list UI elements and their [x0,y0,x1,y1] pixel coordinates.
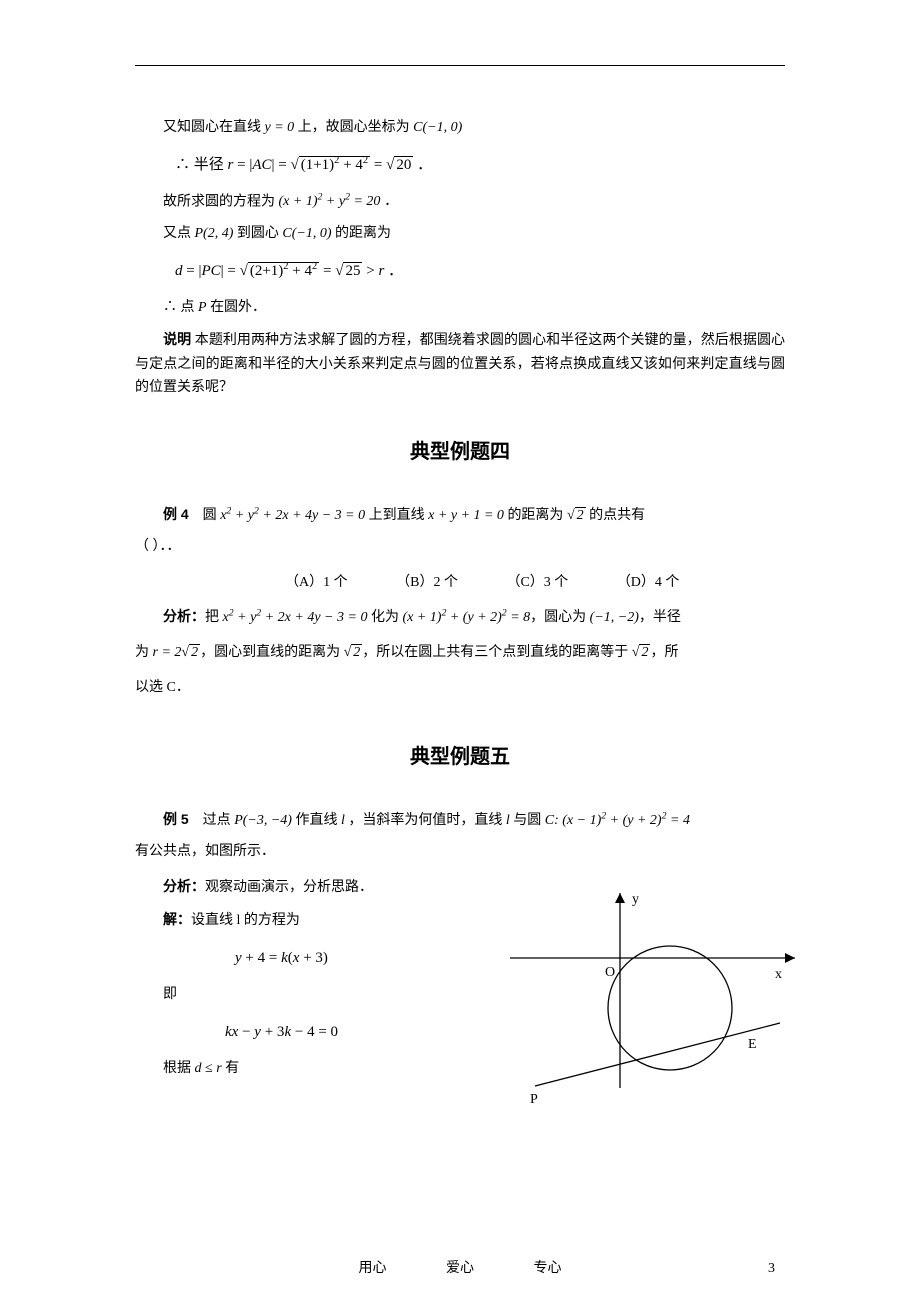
point-e-label: E [748,1037,757,1052]
s4-analysis: 分析：把 x2 + y2 + 2x + 4y − 3 = 0 化为 (x + 1… [135,599,785,705]
s3-conclusion: ∴ 点 P 在圆外． [135,296,785,320]
s3-explanation: 说明 本题利用两种方法求解了圆的方程，都围绕着求圆的圆心和半径这两个关键的量，然… [135,328,785,400]
s3-radius-formula: ∴ 半径 r = |AC| = (1+1)2 + 42 = 20 ． [175,150,785,180]
footer: 用心 爱心 专心 [0,1257,920,1277]
s3-line1: 又知圆心在直线 y = 0 上，故圆心坐标为 C(−1, 0) [135,116,785,140]
page-number: 3 [768,1261,775,1277]
options-row: （A）1 个 （B）2 个 （C）3 个 （D）4 个 [285,571,785,591]
diagram-circle-line: O y x P E [480,888,810,1113]
s5-eqmid: 即 [135,983,460,1007]
analysis5-label: 分析： [163,878,205,894]
s5-solve: 解：设直线 l 的方程为 [135,908,460,933]
option-d: （D）4 个 [617,571,680,591]
analysis4-label: 分析： [163,608,205,624]
s4-question: 例 4 圆 x2 + y2 + 2x + 4y − 3 = 0 上到直线 x +… [135,499,785,563]
heading-example5: 典型例题五 [135,740,785,769]
option-b: （B）2 个 [396,571,458,591]
s3-circle-eq: 故所求圆的方程为 (x + 1)2 + y2 = 20 ． [135,190,785,214]
point-p-label: P [530,1092,538,1107]
s3-point-distance: 又点 P(2, 4) 到圆心 C(−1, 0) 的距离为 [135,222,785,246]
footer-b: 爱心 [446,1257,474,1277]
s5-eq1: y + 4 = k(x + 3) [235,943,460,973]
heading-example4: 典型例题四 [135,435,785,464]
explain-label: 说明 [163,331,191,347]
origin-label: O [605,965,615,980]
option-a: （A）1 个 [285,571,348,591]
x-axis-label: x [775,967,782,982]
s5-eq2: kx − y + 3k − 4 = 0 [225,1017,460,1047]
solve-label: 解： [163,911,191,927]
option-c: （C）3 个 [506,571,568,591]
example4-label: 例 4 [163,506,189,522]
s5-question: 例 5 过点 P(−3, −4) 作直线 l ，当斜率为何值时，直线 l 与圆 … [135,804,785,868]
example5-label: 例 5 [163,811,189,827]
s3-distance-formula: d = |PC| = (2+1)2 + 42 = 25 > r ． [175,256,785,286]
footer-a: 用心 [359,1257,387,1277]
s5-cond: 根据 d ≤ r 有 [135,1057,460,1081]
y-axis-label: y [632,892,639,907]
footer-c: 专心 [534,1257,562,1277]
top-horizontal-rule [135,65,785,66]
